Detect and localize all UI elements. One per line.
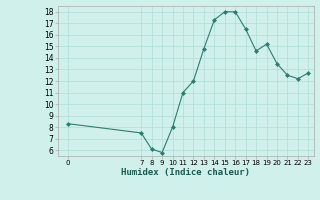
X-axis label: Humidex (Indice chaleur): Humidex (Indice chaleur) <box>121 168 250 177</box>
